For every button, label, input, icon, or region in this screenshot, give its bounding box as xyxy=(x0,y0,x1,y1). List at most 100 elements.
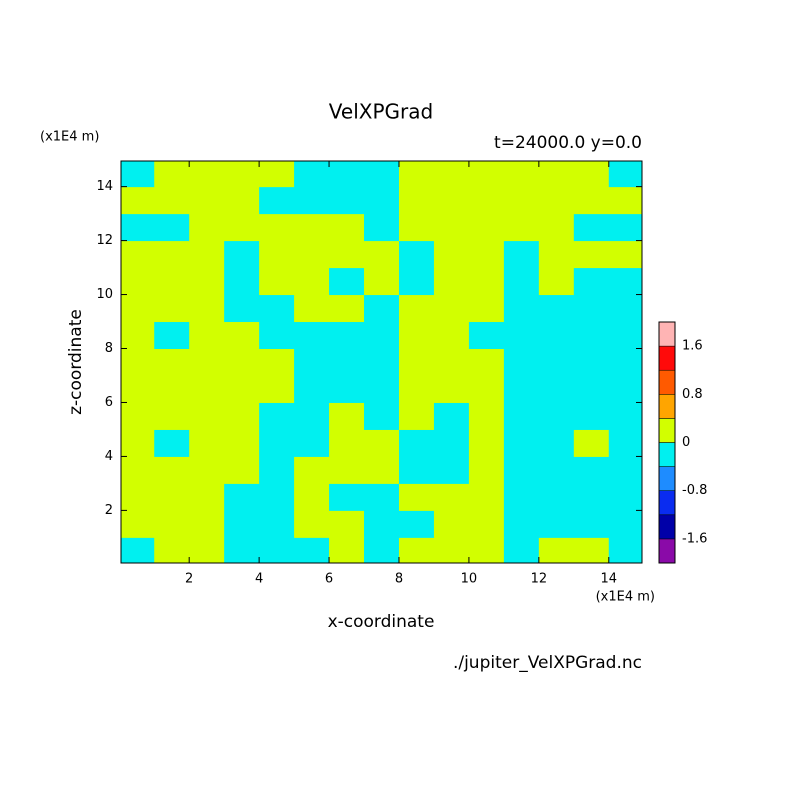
contour-cell xyxy=(189,321,225,350)
contour-cell xyxy=(224,321,260,350)
contour-cell xyxy=(189,456,225,484)
contour-cell xyxy=(503,537,540,563)
source-file: ./jupiter_VelXPGrad.nc xyxy=(453,653,642,673)
contour-cell xyxy=(364,537,400,563)
contour-cell xyxy=(224,348,260,376)
contour-cell xyxy=(468,510,505,538)
colorbar-box xyxy=(658,490,676,516)
x-unit: (x1E4 m) xyxy=(596,590,655,605)
contour-cell xyxy=(608,483,642,511)
contour-cell xyxy=(224,510,260,538)
contour-cell xyxy=(573,240,610,269)
contour-cell xyxy=(608,213,642,242)
contour-cell xyxy=(503,186,540,215)
contour-cell xyxy=(573,348,610,376)
contour-cell xyxy=(189,483,225,511)
contour-cell xyxy=(294,402,330,430)
contour-cell xyxy=(573,483,610,511)
contour-cell xyxy=(573,537,610,563)
contour-cell xyxy=(329,161,365,188)
contour-cell xyxy=(433,429,470,457)
colorbar-label: -1.6 xyxy=(682,531,707,546)
contour-cell xyxy=(259,294,295,323)
contour-cell xyxy=(608,510,642,538)
colorbar-box xyxy=(658,321,676,347)
contour-cell xyxy=(154,240,190,269)
contour-cell xyxy=(329,456,365,484)
y-tick-label: 2 xyxy=(105,503,113,518)
contour-cell xyxy=(573,375,610,403)
contour-cell xyxy=(294,294,330,323)
contour-cell xyxy=(468,321,505,350)
contour-cell xyxy=(573,161,610,188)
colorbar-frame xyxy=(658,321,676,564)
contour-cell xyxy=(224,213,260,242)
contour-cell xyxy=(573,267,610,296)
contour-cell xyxy=(503,240,540,269)
y-tick-label: 6 xyxy=(105,395,113,410)
contour-cell xyxy=(294,456,330,484)
contour-cell xyxy=(259,429,295,457)
contour-cell xyxy=(189,294,225,323)
y-unit: (x1E4 m) xyxy=(40,130,99,145)
contour-cell xyxy=(503,510,540,538)
contour-cell xyxy=(154,483,190,511)
contour-cell xyxy=(468,186,505,215)
contour-cell xyxy=(364,294,400,323)
contour-cell xyxy=(398,537,435,563)
contour-cell xyxy=(329,186,365,215)
contour-cell xyxy=(608,402,642,430)
contour-cell xyxy=(433,510,470,538)
contour-cell xyxy=(468,267,505,296)
y-tick-label: 12 xyxy=(96,233,113,248)
y-tick-label: 14 xyxy=(96,179,113,194)
contour-cell xyxy=(573,429,610,457)
contour-cell xyxy=(608,429,642,457)
contour-cell xyxy=(608,161,642,188)
contour-cell xyxy=(189,267,225,296)
contour-cell xyxy=(573,456,610,484)
colorbar-box xyxy=(658,418,676,443)
contour-cell xyxy=(259,537,295,563)
contour-cell xyxy=(224,402,260,430)
contour-cell xyxy=(259,348,295,376)
contour-cell xyxy=(538,321,575,350)
colorbar-label: 0.8 xyxy=(682,387,703,402)
contour-cell xyxy=(121,186,155,215)
contour-cell xyxy=(433,213,470,242)
contour-cell xyxy=(573,402,610,430)
contour-cell xyxy=(329,240,365,269)
contour-cell xyxy=(398,213,435,242)
contour-cell xyxy=(121,402,155,430)
contour-cell xyxy=(329,294,365,323)
contour-cell xyxy=(154,510,190,538)
contour-cell xyxy=(364,348,400,376)
contour-cell xyxy=(538,267,575,296)
contour-cell xyxy=(468,483,505,511)
contour-cell xyxy=(294,510,330,538)
contour-cell xyxy=(259,186,295,215)
contour-cell xyxy=(121,483,155,511)
contour-cell xyxy=(538,456,575,484)
contour-cell xyxy=(121,321,155,350)
contour-cell xyxy=(121,429,155,457)
contour-cell xyxy=(154,402,190,430)
contour-cell xyxy=(121,161,155,188)
contour-cell xyxy=(329,267,365,296)
contour-cell xyxy=(294,321,330,350)
contour-cell xyxy=(433,267,470,296)
contour-cell xyxy=(503,267,540,296)
contour-cell xyxy=(294,186,330,215)
axes: 2 4 6 8 10 12 14 2 4 6 8 10 12 14 1.6 0.8 0 -0.8 -1.6 xyxy=(96,160,707,587)
contour-cell xyxy=(468,161,505,188)
contour-cell xyxy=(259,267,295,296)
contour-cell xyxy=(189,510,225,538)
contour-cell xyxy=(608,456,642,484)
contour-cell xyxy=(503,213,540,242)
contour-cell xyxy=(608,186,642,215)
contour-cell xyxy=(329,483,365,511)
contour-cell xyxy=(294,240,330,269)
contour-cell xyxy=(398,267,435,296)
contour-cell xyxy=(468,402,505,430)
contour-cell xyxy=(433,294,470,323)
